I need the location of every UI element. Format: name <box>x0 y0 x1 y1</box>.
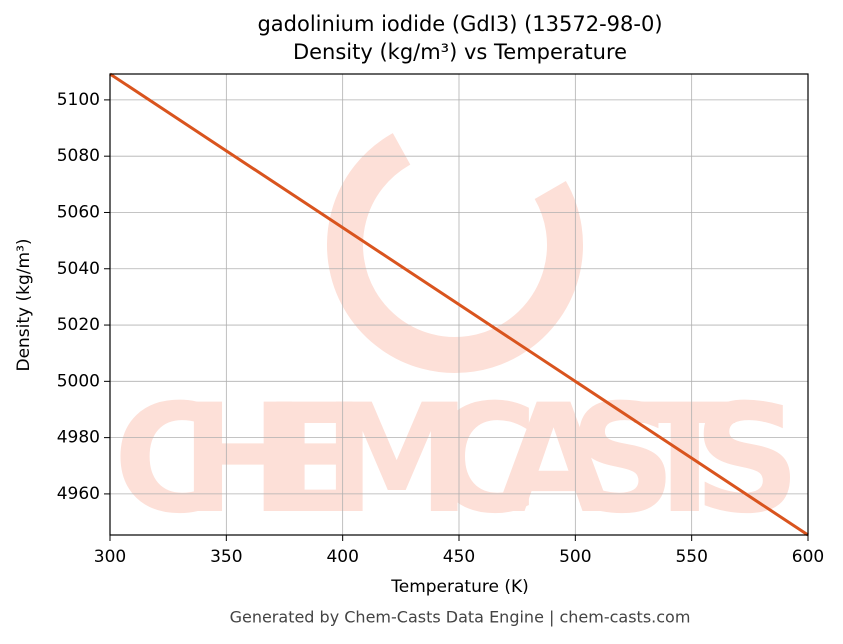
x-tick-label: 550 <box>675 547 707 567</box>
watermark-logo <box>327 117 583 373</box>
x-tick-label: 500 <box>559 547 591 567</box>
y-tick-label: 4960 <box>57 484 100 504</box>
data-line <box>109 72 809 537</box>
x-tick-label: 300 <box>94 547 126 567</box>
y-tick-label: 5020 <box>57 315 100 335</box>
x-axis-label: Temperature (K) <box>390 577 529 597</box>
x-tick-label: 450 <box>443 547 475 567</box>
watermark: CHEMCASTS <box>113 373 803 547</box>
x-tick-label: 350 <box>210 547 242 567</box>
y-axis-label: Density (kg/m³) <box>14 238 34 371</box>
y-tick-label: 5060 <box>57 202 100 222</box>
y-tick-label: 4980 <box>57 428 100 448</box>
x-tick-label: 600 <box>792 547 824 567</box>
y-tick-label: 5040 <box>57 259 100 279</box>
y-tick-label: 5100 <box>57 90 100 110</box>
y-tick-label: 5080 <box>57 146 100 166</box>
chart-title: gadolinium iodide (GdI3) (13572-98-0) <box>257 12 662 36</box>
x-tick-label: 400 <box>326 547 358 567</box>
footer: Generated by Chem-Casts Data Engine | ch… <box>230 608 691 627</box>
chart-subtitle: Density (kg/m³) vs Temperature <box>293 40 627 64</box>
plot-frame <box>109 73 809 536</box>
y-tick-label: 5000 <box>57 371 100 391</box>
